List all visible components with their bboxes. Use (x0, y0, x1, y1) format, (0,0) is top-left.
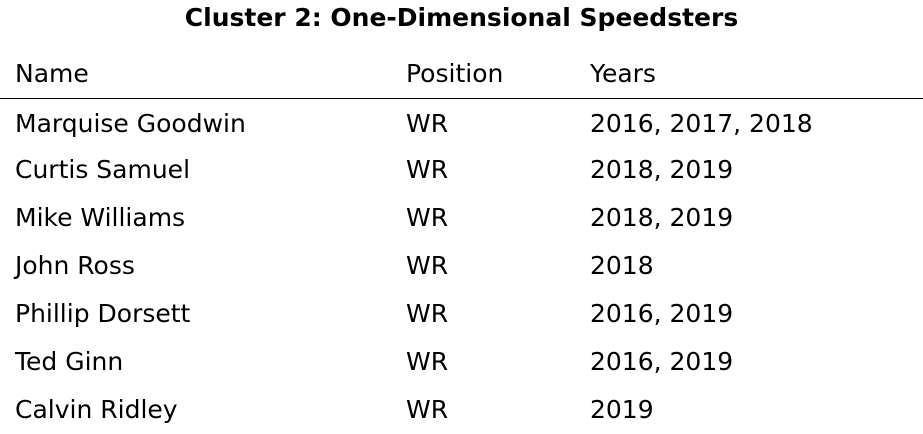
player-name-cell: Ted Ginn (15, 347, 124, 376)
years-cell: 2019 (590, 395, 654, 424)
position-cell: WR (406, 299, 449, 328)
player-name-cell: Curtis Samuel (15, 155, 191, 184)
players-table: Name Position Years Marquise Goodwin WR … (0, 54, 923, 434)
table-row: Mike Williams WR 2018, 2019 (0, 194, 923, 242)
player-name-cell: Mike Williams (15, 203, 186, 232)
column-header-name: Name (0, 54, 406, 99)
column-header-years: Years (590, 54, 923, 99)
header-row: Name Position Years (0, 54, 923, 99)
position-cell: WR (406, 395, 449, 424)
years-cell: 2016, 2019 (590, 299, 734, 328)
table-row: Curtis Samuel WR 2018, 2019 (0, 146, 923, 194)
table-row: Ted Ginn WR 2016, 2019 (0, 338, 923, 386)
position-cell: WR (406, 203, 449, 232)
table-row: Marquise Goodwin WR 2016, 2017, 2018 (0, 98, 923, 146)
years-cell: 2018, 2019 (590, 155, 734, 184)
player-name-cell: Phillip Dorsett (15, 299, 191, 328)
years-cell: 2018 (590, 251, 654, 280)
player-name-cell: John Ross (15, 251, 135, 280)
years-cell: 2016, 2017, 2018 (590, 108, 813, 138)
position-cell: WR (406, 347, 449, 376)
position-cell: WR (406, 251, 449, 280)
position-cell: WR (406, 108, 449, 138)
player-name-cell: Calvin Ridley (15, 395, 178, 424)
table-row: John Ross WR 2018 (0, 242, 923, 290)
position-cell: WR (406, 155, 449, 184)
column-header-position: Position (406, 54, 590, 99)
table-title: Cluster 2: One-Dimensional Speedsters (184, 3, 739, 32)
player-name-cell: Marquise Goodwin (15, 108, 246, 138)
years-cell: 2018, 2019 (590, 203, 734, 232)
table-row: Phillip Dorsett WR 2016, 2019 (0, 290, 923, 338)
years-cell: 2016, 2019 (590, 347, 734, 376)
table-row: Calvin Ridley WR 2019 (0, 386, 923, 434)
